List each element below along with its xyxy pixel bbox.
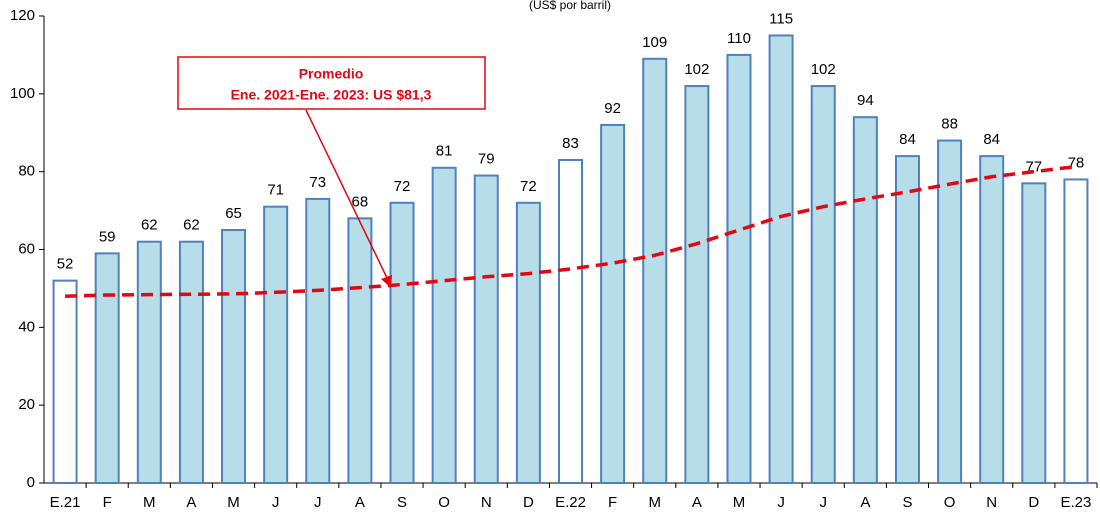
y-tick-label: 100 bbox=[10, 85, 35, 102]
value-label: 88 bbox=[941, 116, 958, 133]
y-tick-label: 60 bbox=[18, 240, 35, 257]
value-label: 62 bbox=[183, 217, 200, 234]
x-tick-label: J bbox=[819, 494, 827, 511]
y-tick-label: 120 bbox=[10, 7, 35, 24]
x-tick-label: A bbox=[860, 494, 870, 511]
x-tick-label: A bbox=[186, 494, 196, 511]
value-label: 72 bbox=[520, 178, 537, 195]
value-label: 84 bbox=[983, 131, 1000, 148]
x-tick-label: M bbox=[733, 494, 746, 511]
bar bbox=[263, 205, 289, 484]
x-tick-label: N bbox=[481, 494, 492, 511]
bar bbox=[894, 155, 920, 484]
annotation-title: Promedio bbox=[299, 66, 364, 82]
annotation: Promedio Ene. 2021-Ene. 2023: US $81,3 bbox=[177, 56, 486, 288]
x-tick-label: E.22 bbox=[555, 494, 586, 511]
value-label: 65 bbox=[225, 205, 242, 222]
annotation-arrowhead bbox=[381, 275, 392, 288]
x-tick-label: J bbox=[272, 494, 280, 511]
value-label: 59 bbox=[99, 228, 116, 245]
bar bbox=[94, 252, 120, 484]
value-label: 102 bbox=[684, 61, 709, 78]
value-label: 109 bbox=[642, 34, 667, 51]
annotation-text: Ene. 2021-Ene. 2023: US $81,3 bbox=[231, 87, 432, 103]
value-label: 52 bbox=[57, 256, 74, 273]
bar bbox=[852, 116, 878, 485]
bar bbox=[810, 85, 836, 485]
bar bbox=[473, 174, 499, 485]
value-label: 115 bbox=[769, 10, 793, 27]
bar bbox=[431, 166, 457, 484]
y-tick-label: 0 bbox=[27, 474, 35, 491]
x-tick-label: S bbox=[902, 494, 912, 511]
bar bbox=[600, 123, 626, 484]
value-label: 72 bbox=[394, 178, 411, 195]
bar bbox=[221, 229, 247, 484]
x-tick-label: M bbox=[227, 494, 240, 511]
value-label: 110 bbox=[727, 30, 751, 47]
bar bbox=[979, 155, 1005, 484]
value-label: 79 bbox=[478, 151, 495, 168]
bar bbox=[684, 85, 710, 485]
value-label: 92 bbox=[604, 100, 621, 117]
x-tick-label: A bbox=[692, 494, 702, 511]
y-tick-label: 80 bbox=[18, 163, 35, 180]
x-tick-label: E.21 bbox=[50, 494, 81, 511]
x-tick-label: O bbox=[438, 494, 450, 511]
bar bbox=[726, 53, 752, 485]
x-tick-label: A bbox=[355, 494, 365, 511]
value-label: 81 bbox=[436, 143, 453, 160]
value-label: 78 bbox=[1068, 154, 1085, 171]
x-tick-label: N bbox=[986, 494, 997, 511]
value-label: 71 bbox=[267, 182, 284, 199]
value-label: 73 bbox=[309, 174, 326, 191]
value-label: 102 bbox=[811, 61, 836, 78]
bar bbox=[642, 57, 668, 485]
x-tick-label: O bbox=[944, 494, 956, 511]
bar bbox=[1063, 178, 1089, 484]
annotation-box bbox=[177, 56, 486, 110]
bar bbox=[1021, 182, 1047, 484]
x-tick-label: J bbox=[314, 494, 322, 511]
bar bbox=[178, 240, 204, 484]
value-label: 83 bbox=[562, 135, 579, 152]
bar bbox=[768, 34, 794, 484]
bar bbox=[52, 279, 78, 484]
y-tick-label: 20 bbox=[18, 396, 35, 413]
x-tick-label: M bbox=[648, 494, 661, 511]
value-label: 68 bbox=[352, 193, 369, 210]
bar bbox=[937, 139, 963, 485]
bar bbox=[389, 201, 415, 485]
x-tick-label: E.23 bbox=[1061, 494, 1092, 511]
bar bbox=[136, 240, 162, 484]
y-tick-label: 40 bbox=[18, 318, 35, 335]
bar bbox=[347, 217, 373, 484]
x-tick-label: S bbox=[397, 494, 407, 511]
bar bbox=[558, 158, 583, 484]
x-tick-label: M bbox=[143, 494, 156, 511]
value-label: 62 bbox=[141, 217, 158, 234]
bar bbox=[515, 201, 541, 485]
x-tick-label: D bbox=[523, 494, 534, 511]
x-tick-label: D bbox=[1028, 494, 1039, 511]
bar bbox=[305, 197, 331, 485]
chart-subtitle: (US$ por barril) bbox=[529, 0, 611, 12]
x-tick-label: F bbox=[608, 494, 617, 511]
annotation-arrow bbox=[305, 109, 389, 281]
value-label: 94 bbox=[857, 92, 874, 109]
x-tick-label: J bbox=[777, 494, 785, 511]
x-tick-label: F bbox=[103, 494, 112, 511]
value-label: 84 bbox=[899, 131, 916, 148]
